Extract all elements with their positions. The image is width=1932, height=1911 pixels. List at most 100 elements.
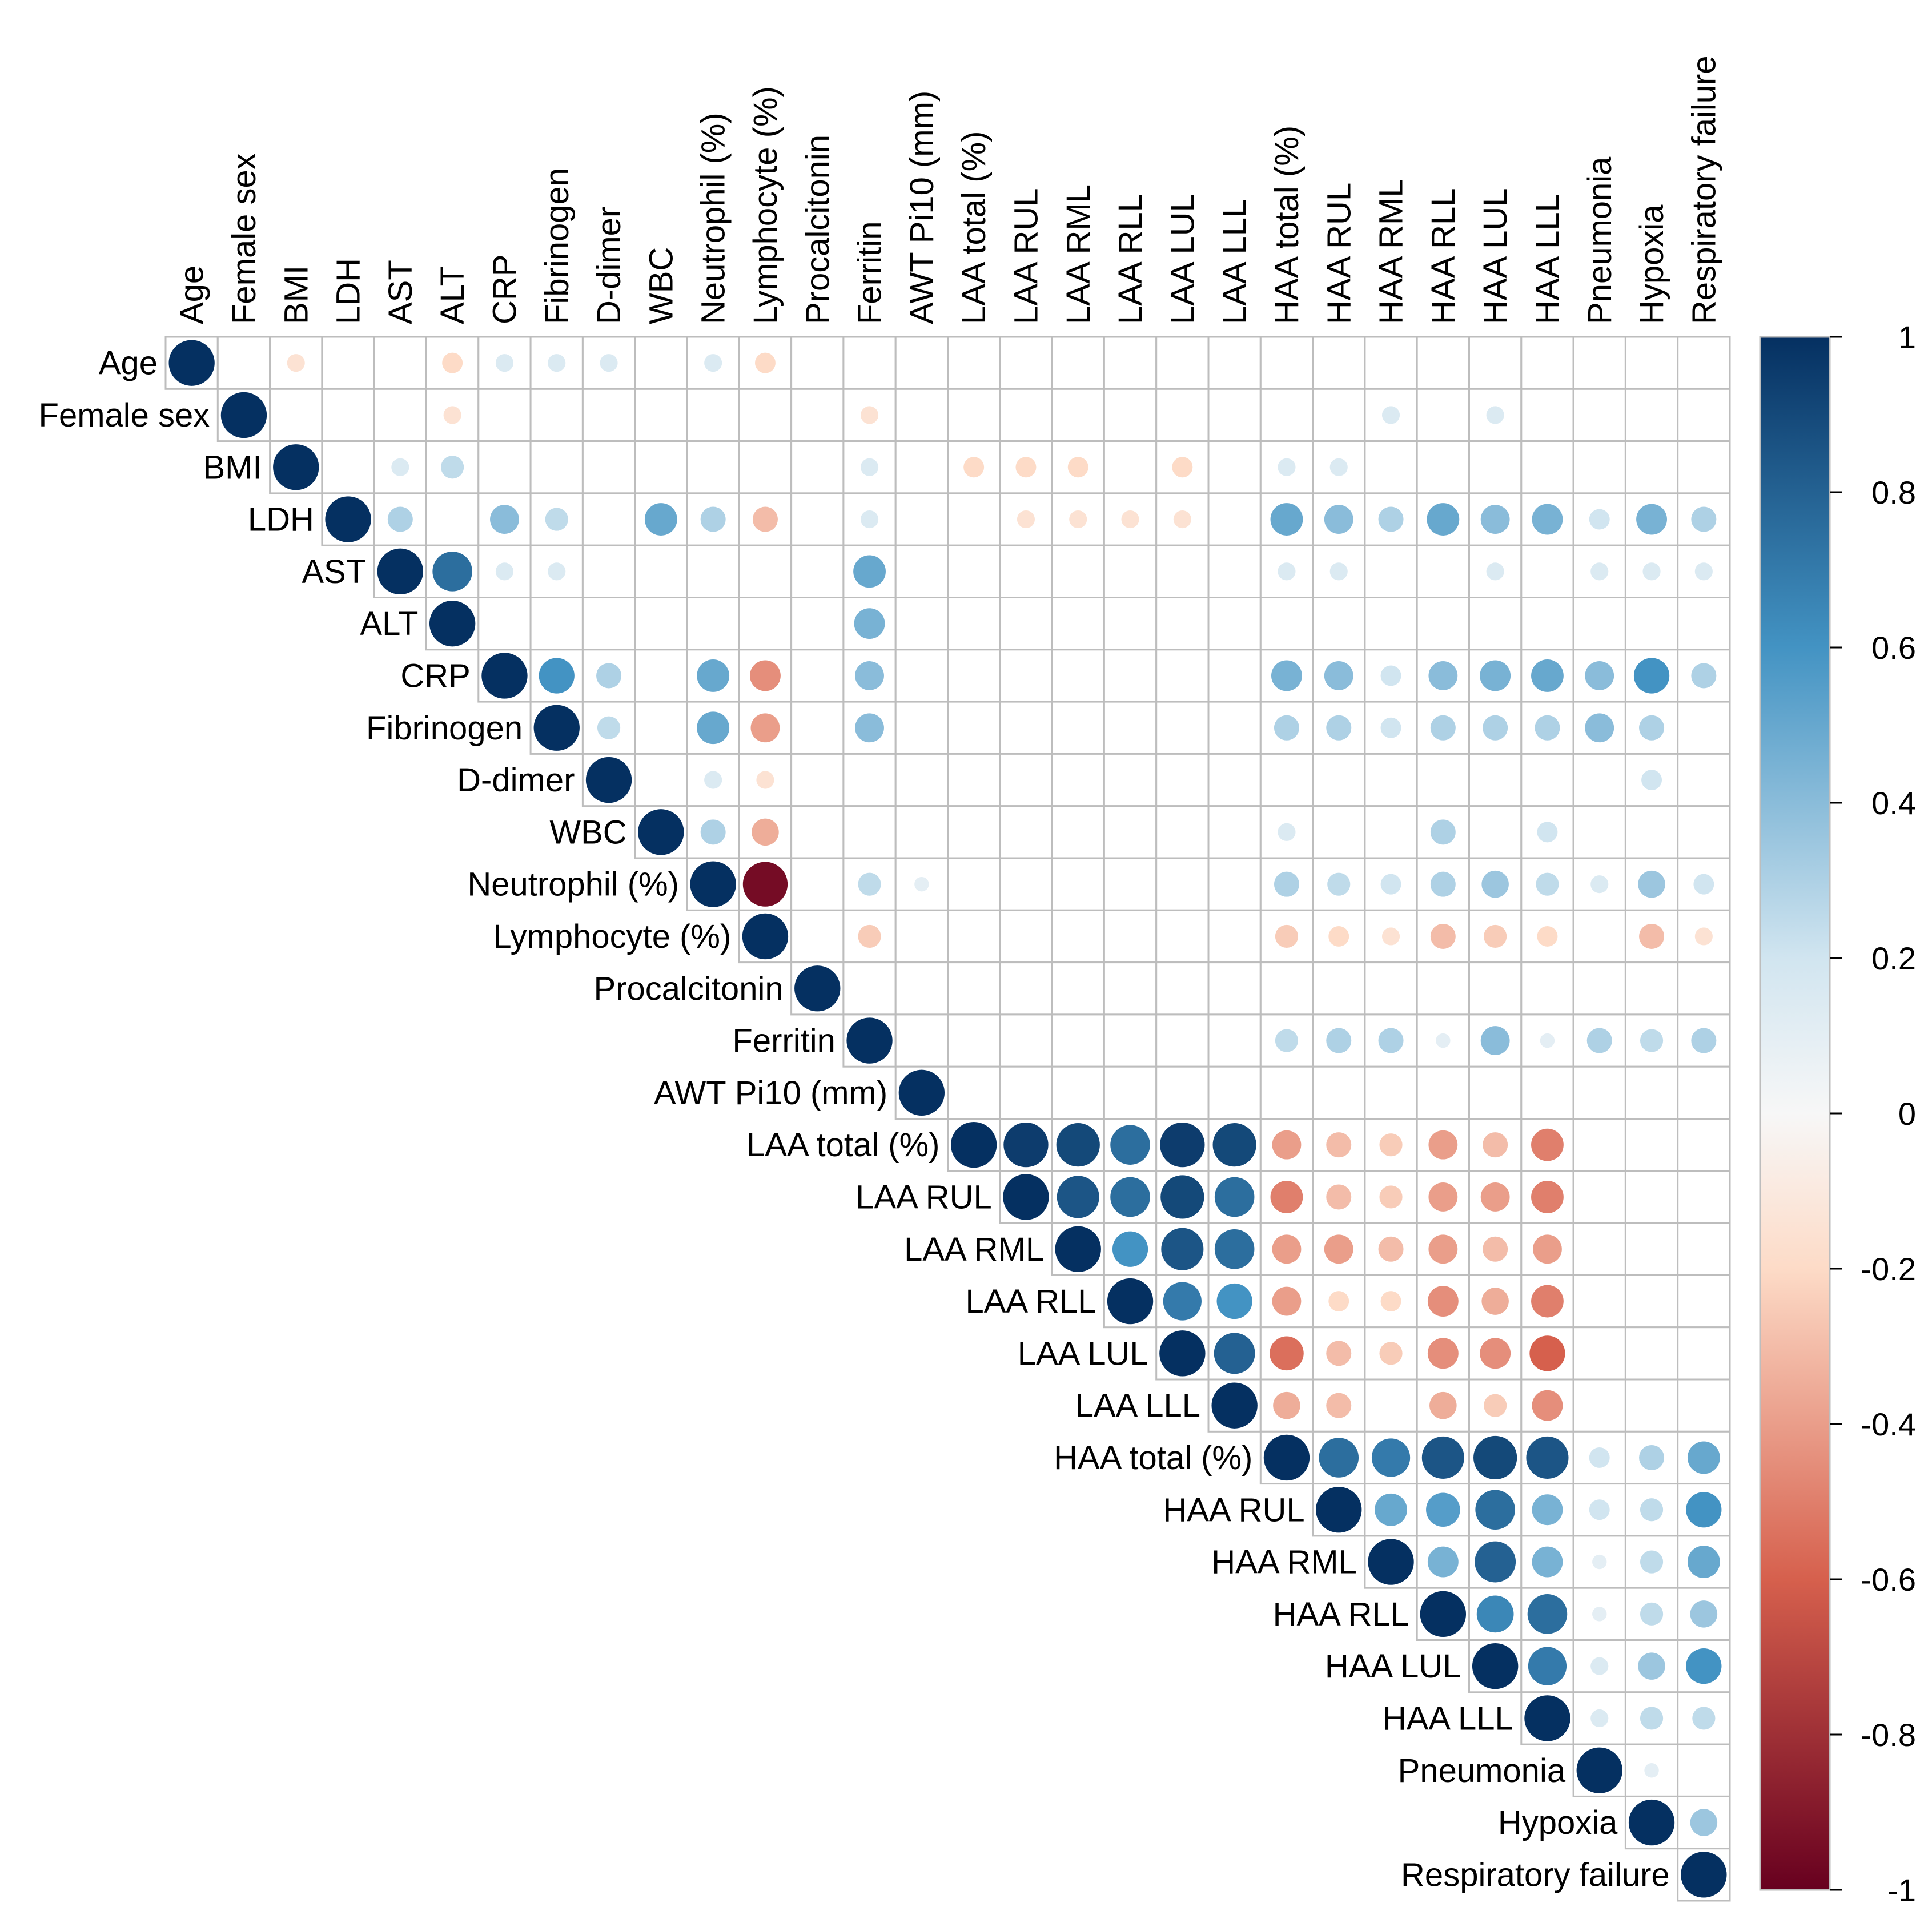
diagonal-circle-d-dimer	[585, 757, 632, 803]
grid-cell	[1312, 753, 1366, 807]
grid-cell	[1624, 336, 1679, 390]
grid-cell	[1364, 440, 1418, 494]
grid-cell	[1155, 649, 1210, 703]
grid-cell	[894, 1013, 949, 1068]
diagonal-circle-laa-lul	[1159, 1330, 1206, 1377]
grid-cell	[529, 597, 584, 651]
column-label-haa-total: HAA total (%)	[1268, 126, 1306, 324]
circle-laa-rll-haa-rul	[1328, 1291, 1349, 1312]
grid-cell	[1677, 1535, 1731, 1589]
grid-cell	[1103, 336, 1158, 390]
grid-cell	[1155, 1065, 1210, 1120]
circle-lymphocyte-haa-total	[1275, 924, 1299, 948]
circle-laa-rml-haa-lll	[1533, 1234, 1562, 1264]
grid-cell	[999, 857, 1053, 911]
circle-lymphocyte-respiratory-failure	[1694, 927, 1713, 946]
colorbar-tick-label: 0	[1898, 1096, 1916, 1132]
grid-cell	[1572, 440, 1626, 494]
grid-cell	[1051, 961, 1105, 1016]
grid-cell	[634, 649, 688, 703]
circle-ldh-haa-lul	[1480, 505, 1510, 534]
circle-laa-lul-laa-lll	[1214, 1333, 1255, 1374]
grid-cell	[1364, 961, 1418, 1016]
grid-cell	[1051, 336, 1105, 390]
circle-laa-total-laa-lll	[1212, 1123, 1256, 1167]
grid-cell	[1051, 753, 1105, 807]
grid-cell	[1624, 1170, 1679, 1224]
grid-cell	[686, 388, 740, 442]
circle-bmi-laa-rml	[1067, 457, 1088, 478]
grid-cell	[1624, 1222, 1679, 1276]
grid-cell	[842, 961, 897, 1016]
circle-laa-lul-haa-total	[1270, 1336, 1304, 1371]
grid-cell	[1155, 336, 1210, 390]
grid-cell	[842, 753, 897, 807]
grid-cell	[1207, 1065, 1262, 1120]
circle-crp-ferritin	[855, 661, 884, 690]
grid-cell	[1103, 909, 1158, 964]
grid-cell	[1364, 597, 1418, 651]
grid-cell	[1572, 1065, 1626, 1120]
grid-cell	[790, 597, 845, 651]
circle-fibrinogen-pneumonia	[1585, 713, 1614, 743]
grid-cell	[999, 597, 1053, 651]
row-label-haa-total: HAA total (%)	[1054, 1439, 1252, 1477]
circle-laa-total-haa-lul	[1483, 1132, 1508, 1158]
column-label-lymphocyte: Lymphocyte (%)	[747, 86, 784, 324]
circle-ldh-haa-rml	[1378, 506, 1404, 532]
grid-cell	[1103, 701, 1158, 755]
grid-cell	[1364, 1378, 1418, 1433]
colorbar-tick-label: -1	[1887, 1872, 1916, 1908]
grid-cell	[1155, 753, 1210, 807]
grid-cell	[1207, 857, 1262, 911]
grid-cell	[1677, 597, 1731, 651]
circle-ldh-neutrophil	[700, 506, 726, 532]
circle-fibrinogen-haa-rll	[1430, 715, 1456, 741]
grid-cell	[1155, 805, 1210, 859]
circle-laa-rml-haa-rml	[1378, 1236, 1404, 1262]
diagonal-circle-laa-lll	[1211, 1382, 1258, 1429]
column-label-female-sex: Female sex	[226, 153, 263, 324]
grid-cell	[1051, 544, 1105, 599]
circle-fibrinogen-d-dimer	[597, 716, 621, 739]
grid-cell	[634, 336, 688, 390]
circle-haa-rll-hypoxia	[1640, 1602, 1664, 1626]
grid-cell	[947, 1065, 1001, 1120]
row-label-pneumonia: Pneumonia	[1398, 1752, 1566, 1789]
circle-laa-rml-haa-lul	[1483, 1236, 1508, 1262]
grid-cell	[1677, 805, 1731, 859]
grid-cell	[1051, 1065, 1105, 1120]
grid-cell	[1259, 597, 1314, 651]
circle-wbc-haa-rll	[1430, 819, 1456, 845]
grid-cell	[1103, 544, 1158, 599]
grid-cell	[1155, 440, 1210, 494]
circle-laa-rll-laa-lll	[1216, 1283, 1252, 1319]
column-label-neutrophil: Neutrophil (%)	[695, 112, 732, 324]
circle-laa-rul-haa-lll	[1531, 1181, 1564, 1213]
circle-laa-rml-haa-total	[1272, 1234, 1302, 1264]
circle-ldh-crp	[490, 505, 519, 534]
grid-cell	[1572, 805, 1626, 859]
grid-cell	[1364, 1274, 1418, 1329]
grid-cell	[1572, 1222, 1626, 1276]
grid-cell	[1572, 753, 1626, 807]
circle-haa-rll-haa-lll	[1527, 1594, 1568, 1634]
grid-cell	[1364, 336, 1418, 390]
column-label-wbc: WBC	[642, 247, 680, 324]
grid-cell	[1103, 1013, 1158, 1068]
grid-cell	[529, 440, 584, 494]
circle-laa-total-haa-lll	[1531, 1128, 1564, 1161]
circle-ast-hypoxia	[1642, 562, 1661, 581]
grid-cell	[1207, 805, 1262, 859]
circle-laa-lul-haa-rml	[1379, 1342, 1403, 1365]
grid-cell	[634, 701, 688, 755]
grid-cell	[947, 492, 1001, 546]
circle-age-neutrophil	[704, 354, 722, 372]
circle-crp-lymphocyte	[750, 660, 781, 691]
grid-cell	[1103, 961, 1158, 1016]
circle-bmi-haa-total	[1278, 458, 1296, 476]
circle-haa-total-haa-lll	[1526, 1436, 1569, 1479]
row-label-respiratory-failure: Respiratory failure	[1401, 1856, 1670, 1893]
grid-cell	[1155, 597, 1210, 651]
